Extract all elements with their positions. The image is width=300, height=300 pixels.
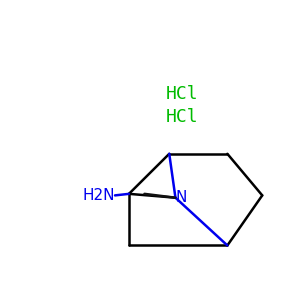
Text: HCl: HCl <box>165 108 198 126</box>
Text: H2N: H2N <box>82 188 115 203</box>
Text: HCl: HCl <box>165 85 198 103</box>
Text: N: N <box>176 190 187 205</box>
